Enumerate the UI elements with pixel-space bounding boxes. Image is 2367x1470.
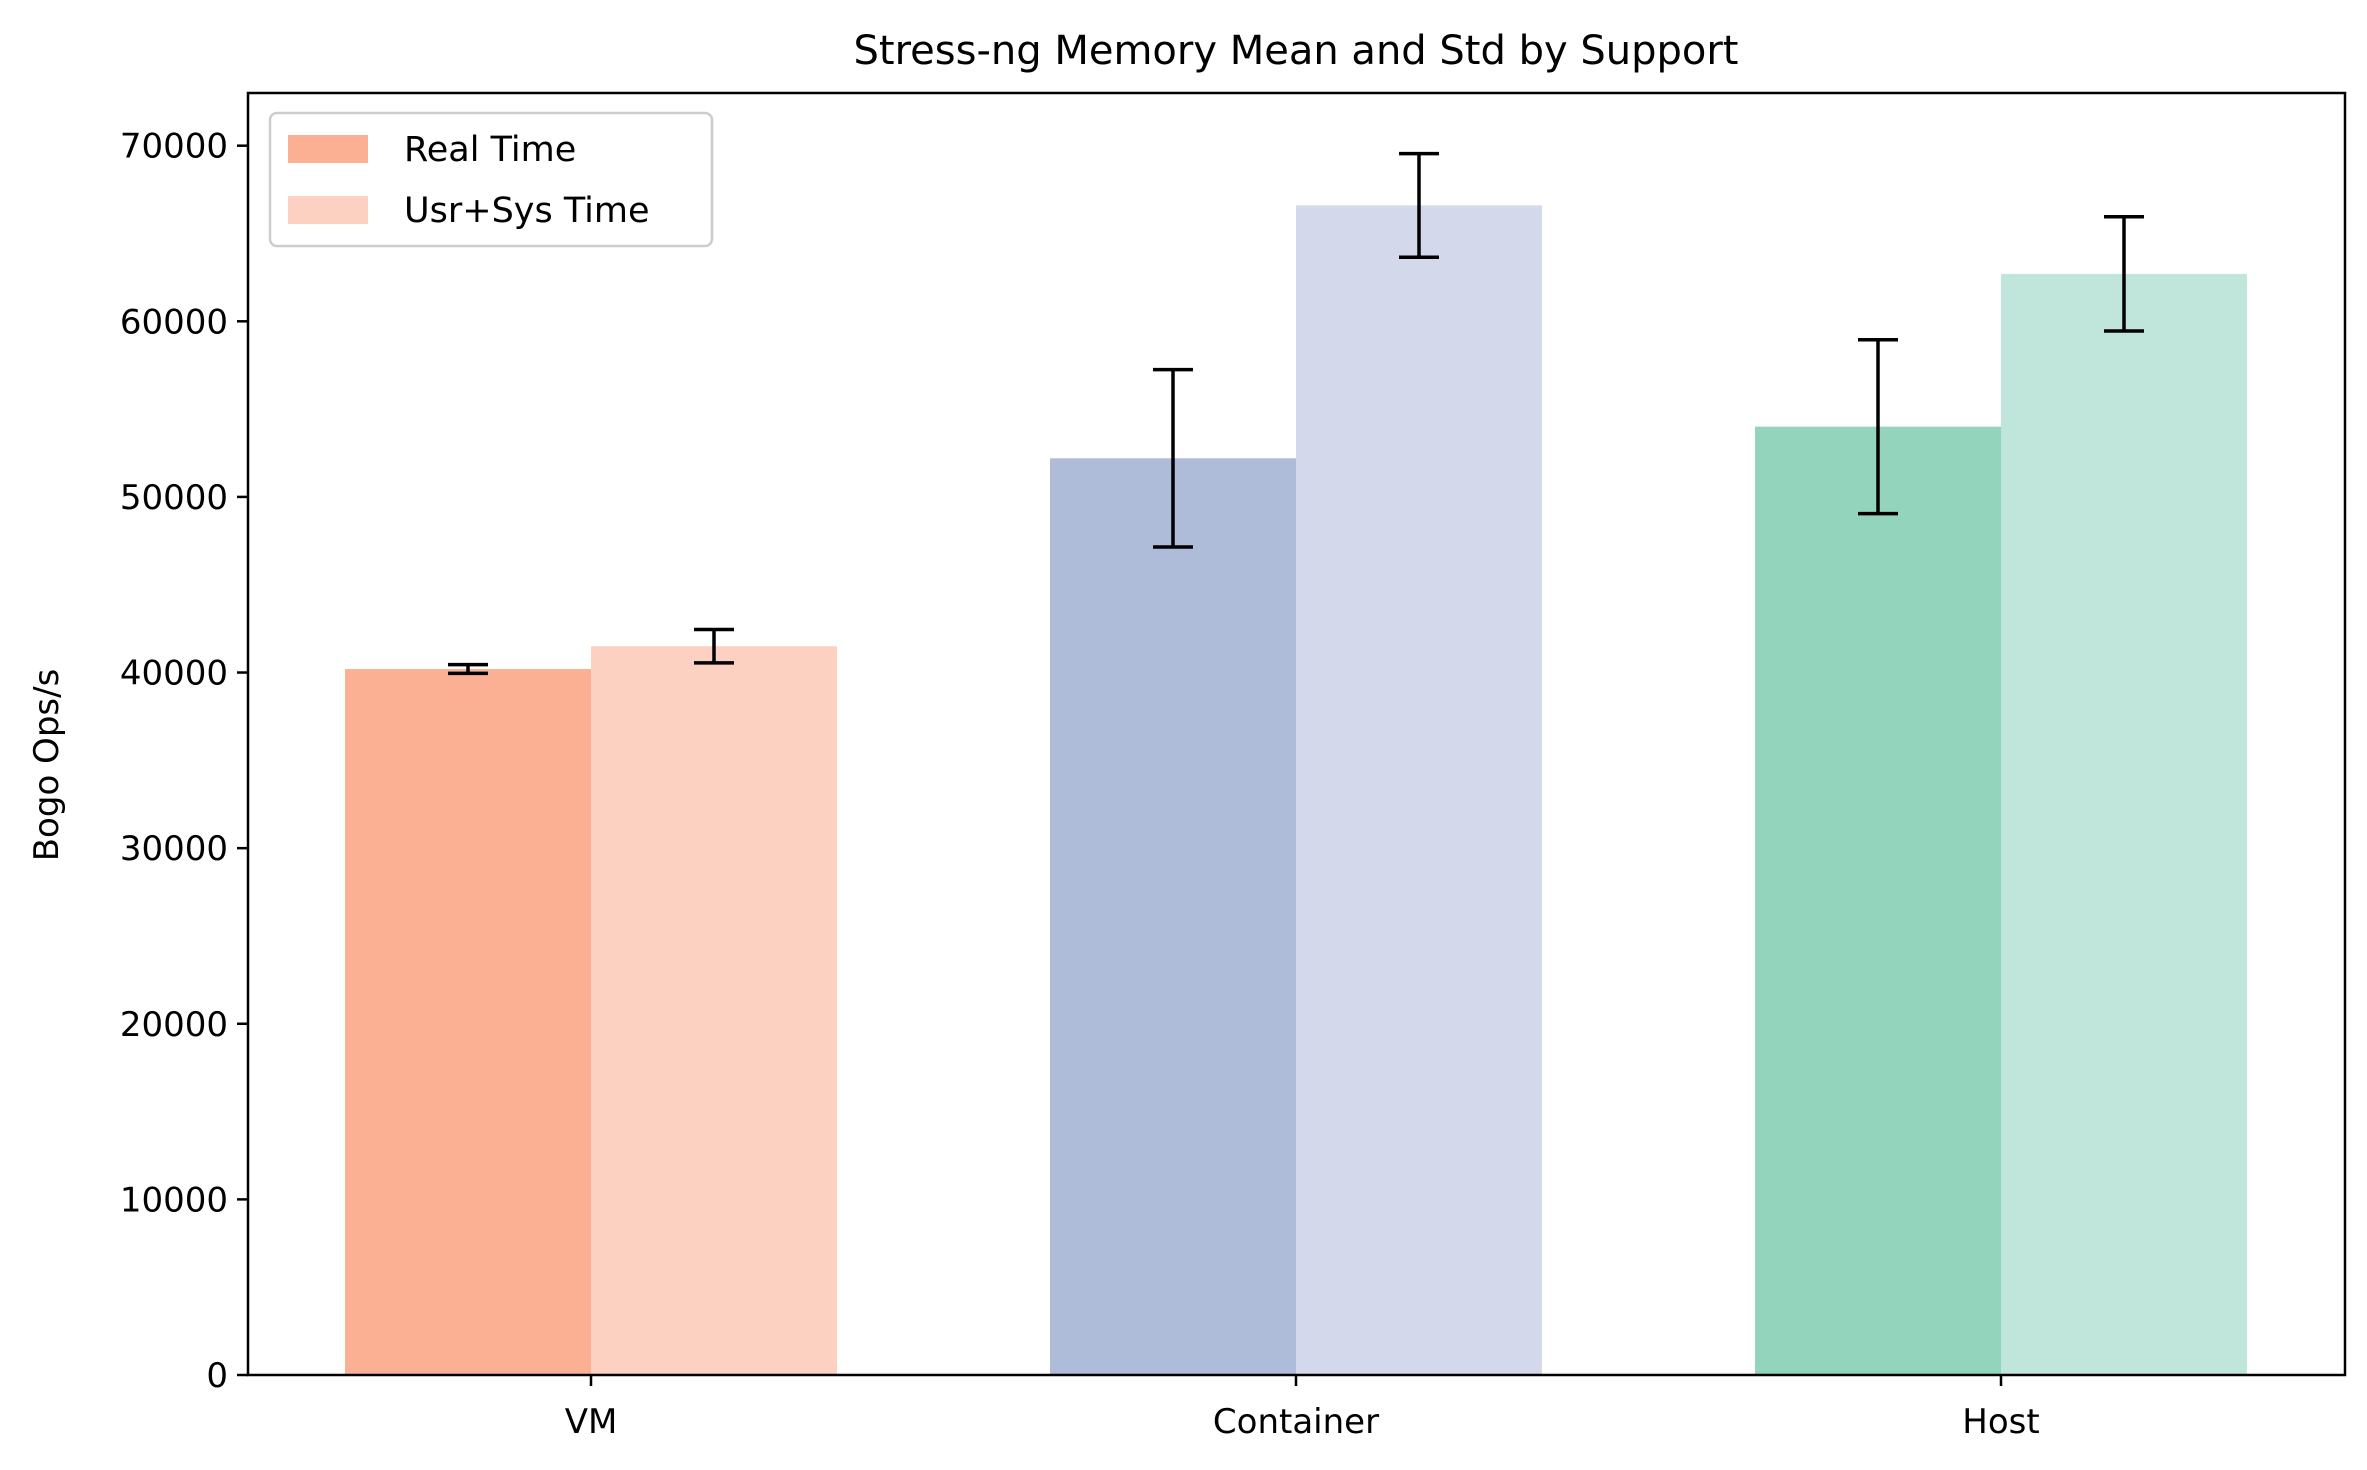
bar-vm-usr-sys-time [591, 646, 837, 1375]
legend-label-real-time: Real Time [404, 130, 576, 170]
error-bar-host-usr-sys-time [2104, 215, 2144, 333]
y-tick-label: 60000 [120, 302, 228, 342]
bar-container-usr-sys-time [1296, 205, 1542, 1375]
error-bars-layer [448, 151, 2144, 676]
bar-host-real-time [1755, 426, 2001, 1375]
y-axis-label: Bogo Ops/s [27, 669, 67, 862]
legend: Real Time Usr+Sys Time [268, 111, 714, 248]
error-bar-vm-usr-sys-time [694, 627, 734, 665]
y-tick-label: 70000 [120, 127, 228, 167]
y-tick-label: 20000 [120, 1005, 228, 1045]
y-tick-label: 0 [206, 1356, 228, 1396]
bars-layer [345, 205, 2247, 1376]
x-tick-label-container: Container [1213, 1402, 1379, 1442]
error-bar-container-real-time [1153, 367, 1193, 549]
y-tick-label: 50000 [120, 478, 228, 518]
error-bar-vm-real-time [448, 662, 488, 676]
bar-container-real-time [1050, 458, 1296, 1375]
error-bar-host-real-time [1858, 337, 1898, 516]
x-tick-label-vm: VM [565, 1402, 618, 1442]
axes-layer: 0 10000 20000 30000 40000 50000 60000 70000 VM Co… [120, 91, 2347, 1442]
chart-title: Stress-ng Memory Mean and Std by Support [854, 28, 1739, 74]
y-tick-label: 30000 [120, 829, 228, 869]
legend-label-usr-sys-time: Usr+Sys Time [404, 191, 650, 231]
error-bar-container-usr-sys-time [1399, 151, 1439, 259]
legend-swatch-usr-sys-time [288, 196, 368, 224]
y-tick-label: 10000 [120, 1180, 228, 1220]
x-tick-label-host: Host [1962, 1402, 2039, 1442]
legend-swatch-real-time [288, 135, 368, 163]
y-tick-label: 40000 [120, 654, 228, 694]
legend-box [268, 111, 714, 248]
bar-vm-real-time [345, 669, 591, 1375]
bar-host-usr-sys-time [2001, 273, 2247, 1376]
